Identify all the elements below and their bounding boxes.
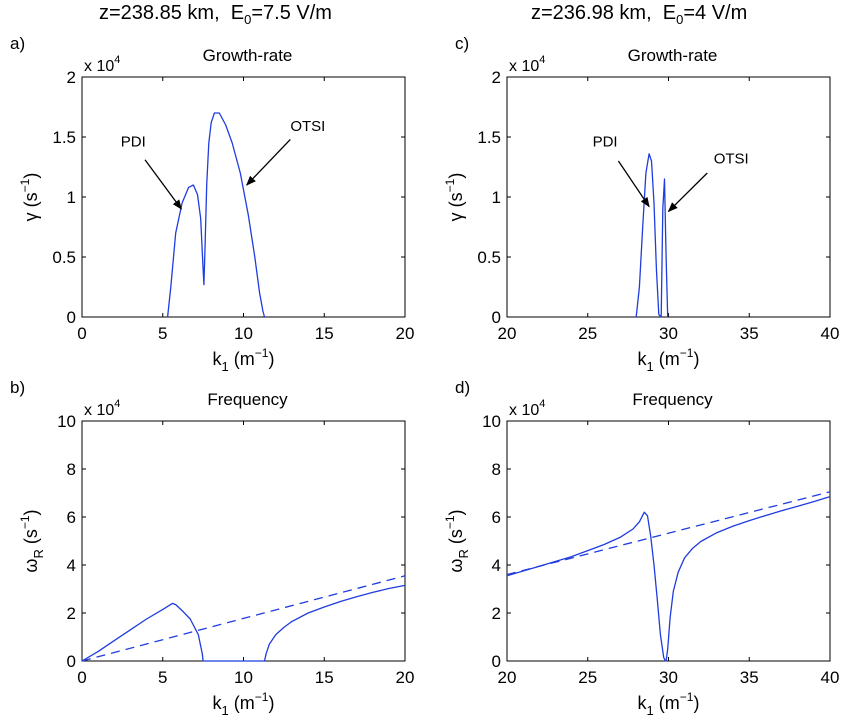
y-tick-label: 8 [492,460,501,479]
axes-box [81,420,406,662]
y-tick-label: 1.5 [52,128,76,147]
chart-title: Frequency [632,390,713,409]
panel-label: c) [455,34,469,53]
dashed-series-line [506,491,831,576]
x-axis-label: k1 (m−1) [213,690,275,718]
y-axis-label: ωR (s−1) [18,509,46,572]
annotation-label: PDI [121,134,146,151]
panel-label: a) [10,34,25,53]
x-tick-label: 30 [659,668,678,687]
y-tick-label: 6 [67,508,76,527]
chart-panel-a: 0 5 10 15 20 0 0.5 1 1.5 2 x 104 Growth-rate a) k1 (m… [10,34,414,374]
axis-multiplier: x 104 [509,398,545,419]
annotation-arrow [144,159,182,210]
axes-box [81,76,406,318]
y-axis-label: γ (s−1) [18,173,41,222]
chart-panel-d: 20 25 30 35 40 0 2 4 6 8 10 x 104 Frequency d) k1 (m−1… [443,378,839,718]
panel-label: b) [10,378,25,397]
field-value: =4 V/m [683,2,748,24]
x-tick-label: 35 [740,324,759,343]
y-tick-label: 10 [482,412,501,431]
y-axis-label: γ (s−1) [443,173,466,222]
annotation-label: OTSI [290,118,325,135]
x-tick-label: 25 [578,668,597,687]
y-tick-label: 0 [67,652,76,671]
axis-multiplier: x 104 [509,54,545,75]
y-tick-label: 0.5 [477,248,501,267]
chart-title: Frequency [207,390,288,409]
field-value: =7.5 V/m [251,2,332,24]
y-tick-label: 10 [57,412,76,431]
column-title-right: z=236.98 km, E0=4 V/m [531,2,747,27]
x-tick-label: 20 [498,668,517,687]
field-subscript: 0 [244,12,252,27]
annotation-label: PDI [593,134,618,151]
annotation-arrow [667,172,708,213]
x-tick-label: 15 [315,668,334,687]
panel-label: d) [455,378,470,397]
x-axis-label: k1 (m−1) [638,346,700,374]
y-tick-label: 1 [67,188,76,207]
axis-multiplier: x 104 [84,54,120,75]
y-tick-label: 0 [492,652,501,671]
dashed-series-line [81,575,406,662]
y-tick-label: 0 [67,308,76,327]
y-tick-label: 2 [67,604,76,623]
depth-label: z=236.98 km, [531,2,652,24]
y-tick-label: 8 [67,460,76,479]
annotation-arrow [246,138,291,186]
field-symbol: E [230,2,245,24]
y-tick-label: 1 [492,188,501,207]
y-tick-label: 0.5 [52,248,76,267]
series-line [635,153,669,318]
x-tick-label: 20 [396,324,415,343]
series-line [166,112,266,318]
x-tick-label: 40 [821,668,840,687]
x-tick-label: 20 [498,324,517,343]
y-tick-label: 2 [492,68,501,87]
x-tick-label: 25 [578,324,597,343]
annotation-label: OTSI [714,150,749,167]
x-tick-label: 15 [315,324,334,343]
field-subscript: 0 [676,12,684,27]
x-tick-label: 10 [234,668,253,687]
field-symbol: E [662,2,677,24]
y-tick-label: 4 [67,556,76,575]
y-tick-label: 1.5 [477,128,501,147]
y-tick-label: 0 [492,308,501,327]
x-tick-label: 0 [77,324,86,343]
y-tick-label: 4 [492,556,501,575]
x-tick-label: 40 [821,324,840,343]
y-tick-label: 2 [67,68,76,87]
x-tick-label: 10 [234,324,253,343]
chart-panel-c: 20 25 30 35 40 0 0.5 1 1.5 2 x 104 Growth-rate c) k1 … [443,34,839,374]
x-tick-label: 5 [158,668,167,687]
x-tick-label: 20 [396,668,415,687]
axis-multiplier: x 104 [84,398,120,419]
x-tick-label: 30 [659,324,678,343]
y-tick-label: 2 [492,604,501,623]
y-axis-label: ωR (s−1) [443,509,471,572]
axes-box [506,76,831,318]
chart-panel-b: 0 5 10 15 20 0 2 4 6 8 10 x 104 Frequency b) k1 (m−1) ω… [10,378,414,718]
y-tick-label: 6 [492,508,501,527]
x-tick-label: 5 [158,324,167,343]
column-title-left: z=238.85 km, E0=7.5 V/m [99,2,332,27]
chart-title: Growth-rate [203,46,293,65]
chart-title: Growth-rate [628,46,718,65]
x-axis-label: k1 (m−1) [213,346,275,374]
x-tick-label: 35 [740,668,759,687]
series-line [506,495,831,662]
x-tick-label: 0 [77,668,86,687]
x-axis-label: k1 (m−1) [638,690,700,718]
annotation-arrow [617,160,650,208]
series-line [81,584,406,662]
depth-label: z=238.85 km, [99,2,220,24]
axes-box [506,420,831,662]
